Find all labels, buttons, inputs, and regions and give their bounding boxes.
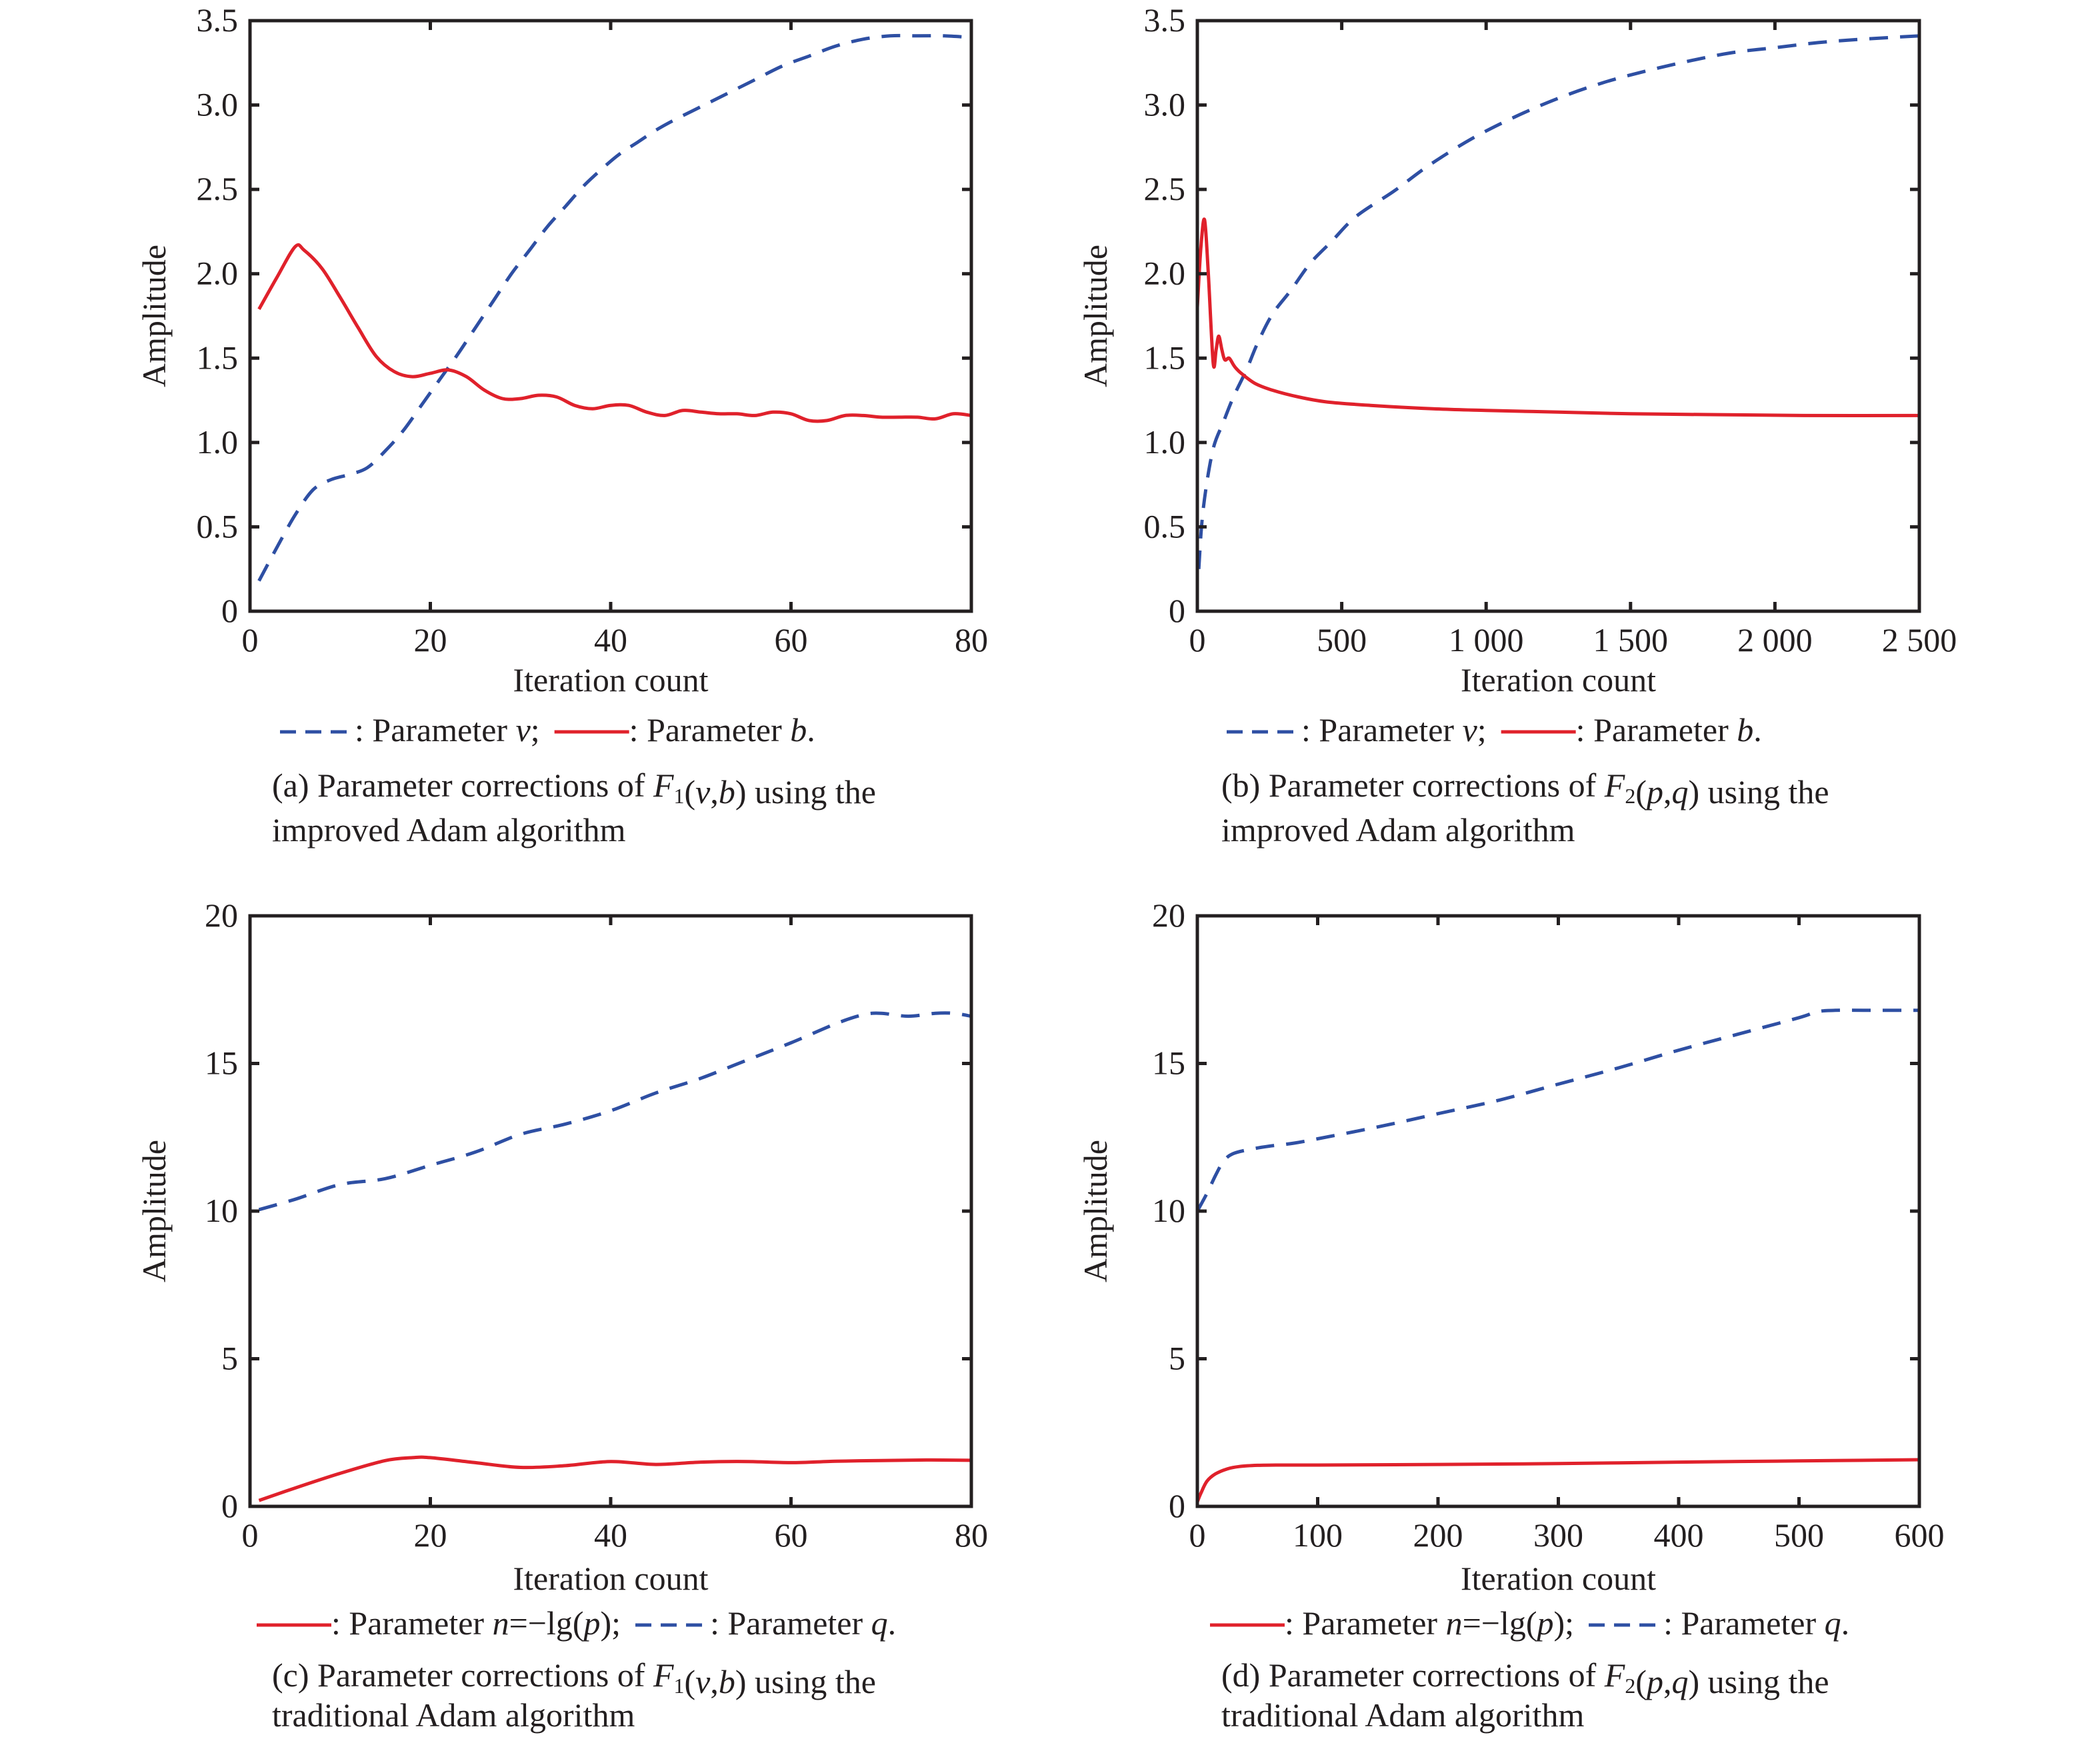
- plot-area: [257, 33, 972, 582]
- x-tick-label: 300: [1533, 1516, 1583, 1554]
- y-tick-label: 0: [1169, 592, 1185, 629]
- series-line-parameter-v: [1197, 34, 1920, 569]
- x-tick-label: 500: [1317, 621, 1367, 659]
- y-tick-label: 1.5: [1144, 339, 1186, 376]
- y-tick-label: 2.5: [197, 170, 239, 207]
- y-tick-label: 0: [1169, 1487, 1185, 1524]
- x-tick-label: 1 500: [1593, 621, 1669, 659]
- series-line-parameter-n-lg-p: [1195, 1458, 1920, 1503]
- y-axis-label: Amplitude: [1077, 1140, 1114, 1282]
- legend-label: : Parameter v;: [1301, 711, 1487, 749]
- y-axis-label: Amplitude: [135, 1140, 173, 1282]
- legend-label: : Parameter q.: [1663, 1604, 1849, 1642]
- series-line-parameter-n-lg-p: [258, 1455, 972, 1502]
- series-line-parameter-q: [258, 1011, 972, 1212]
- x-tick-label: 80: [955, 1516, 988, 1554]
- plot-area: [1195, 1008, 1920, 1503]
- y-tick-label: 20: [1152, 896, 1185, 934]
- x-axis-label: Iteration count: [513, 1560, 709, 1597]
- plot-area: [1195, 34, 1920, 569]
- x-axis-label: Iteration count: [513, 661, 709, 699]
- y-tick-label: 3.0: [197, 86, 239, 123]
- x-axis-label: Iteration count: [1461, 661, 1656, 699]
- y-tick-label: 15: [1152, 1044, 1185, 1082]
- y-tick-label: 0: [221, 592, 238, 629]
- legend-label: : Parameter n=−lg(p);: [331, 1604, 621, 1642]
- x-tick-label: 500: [1774, 1516, 1824, 1554]
- x-tick-label: 80: [955, 621, 988, 659]
- x-axis-label: Iteration count: [1461, 1560, 1656, 1597]
- y-tick-label: 3.5: [197, 1, 239, 39]
- x-tick-label: 40: [594, 1516, 627, 1554]
- x-tick-label: 20: [414, 621, 447, 659]
- y-tick-label: 1.5: [197, 339, 239, 376]
- y-tick-label: 1.0: [197, 423, 239, 461]
- x-tick-label: 0: [242, 1516, 259, 1554]
- y-tick-label: 0: [221, 1487, 238, 1524]
- legend-label: : Parameter n=−lg(p);: [1285, 1604, 1574, 1642]
- legend: : Parameter n=−lg(p); : Parameter q.: [257, 1604, 896, 1642]
- panel-caption-line: (a) Parameter corrections of F1(v,b) usi…: [272, 767, 876, 811]
- x-tick-label: 100: [1293, 1516, 1343, 1554]
- y-axis-label: Amplitude: [1077, 245, 1114, 387]
- axes-frame: [1195, 914, 1921, 1508]
- x-tick-label: 60: [775, 621, 808, 659]
- panel-caption-line: improved Adam algorithm: [1221, 811, 1575, 849]
- y-tick-label: 10: [1152, 1192, 1185, 1229]
- series-line-parameter-q: [1195, 1008, 1919, 1212]
- y-tick-label: 2.0: [1144, 255, 1186, 292]
- x-tick-label: 40: [594, 621, 627, 659]
- y-tick-label: 0.5: [197, 507, 239, 545]
- x-tick-label: 200: [1413, 1516, 1463, 1554]
- legend-label: : Parameter q.: [710, 1604, 896, 1642]
- legend: : Parameter v; : Parameter b.: [280, 711, 815, 749]
- x-tick-label: 400: [1654, 1516, 1704, 1554]
- axes-frame: [1195, 19, 1921, 613]
- legend-label: : Parameter b.: [1576, 711, 1762, 749]
- y-tick-label: 20: [205, 896, 238, 934]
- y-tick-label: 0.5: [1144, 507, 1186, 545]
- panel-d: 0 100 200 300 400 500 600 0 5 10 15 20 Iteration cou…: [1077, 896, 1945, 1734]
- panel-caption-line: traditional Adam algorithm: [272, 1696, 635, 1734]
- legend: : Parameter v; : Parameter b.: [1227, 711, 1762, 749]
- legend-label: : Parameter b.: [629, 711, 815, 749]
- x-tick-label: 0: [242, 621, 259, 659]
- y-tick-label: 5: [221, 1340, 238, 1377]
- panel-c: 0 20 40 60 80 0 5 10 15 20 Iteration count Amplitud…: [135, 896, 988, 1734]
- y-axis-label: Amplitude: [135, 245, 173, 387]
- y-tick-label: 2.0: [197, 255, 239, 292]
- legend-label: : Parameter v;: [355, 711, 540, 749]
- x-tick-label: 600: [1895, 1516, 1945, 1554]
- y-tick-label: 15: [205, 1044, 238, 1082]
- panel-caption-line: improved Adam algorithm: [272, 811, 626, 849]
- legend: : Parameter n=−lg(p); : Parameter q.: [1210, 1604, 1849, 1642]
- panel-caption-line: (d) Parameter corrections of F2(p,q) usi…: [1221, 1656, 1829, 1700]
- plot-area: [258, 1011, 972, 1502]
- y-tick-label: 5: [1169, 1340, 1185, 1377]
- panel-caption-line: (b) Parameter corrections of F2(p,q) usi…: [1221, 767, 1829, 811]
- y-tick-label: 1.0: [1144, 423, 1186, 461]
- x-tick-label: 2 500: [1882, 621, 1957, 659]
- series-line-parameter-v: [257, 33, 972, 582]
- x-tick-label: 0: [1189, 1516, 1206, 1554]
- axes-frame: [248, 19, 973, 613]
- panel-b: 0 500 1 000 1 500 2 000 2 500 0 0.5 1.0 1.5 2.0 2.5…: [1077, 1, 1957, 849]
- x-tick-label: 0: [1189, 621, 1206, 659]
- panel-caption-line: (c) Parameter corrections of F1(v,b) usi…: [272, 1656, 876, 1700]
- series-line-parameter-b: [257, 243, 972, 423]
- y-tick-label: 2.5: [1144, 170, 1186, 207]
- panel-caption-line: traditional Adam algorithm: [1221, 1696, 1584, 1734]
- panel-a: 0 20 40 60 80 0 0.5 1.0 1.5 2.0 2.5 3.0 3.5 Iteration…: [135, 1, 988, 849]
- x-tick-label: 1 000: [1449, 621, 1524, 659]
- axes-frame: [248, 914, 973, 1508]
- series-line-parameter-b: [1195, 217, 1920, 417]
- x-tick-label: 60: [775, 1516, 808, 1554]
- x-tick-label: 2 000: [1737, 621, 1813, 659]
- y-tick-label: 3.0: [1144, 86, 1186, 123]
- x-tick-label: 20: [414, 1516, 447, 1554]
- y-tick-label: 10: [205, 1192, 238, 1229]
- y-tick-label: 3.5: [1144, 1, 1186, 39]
